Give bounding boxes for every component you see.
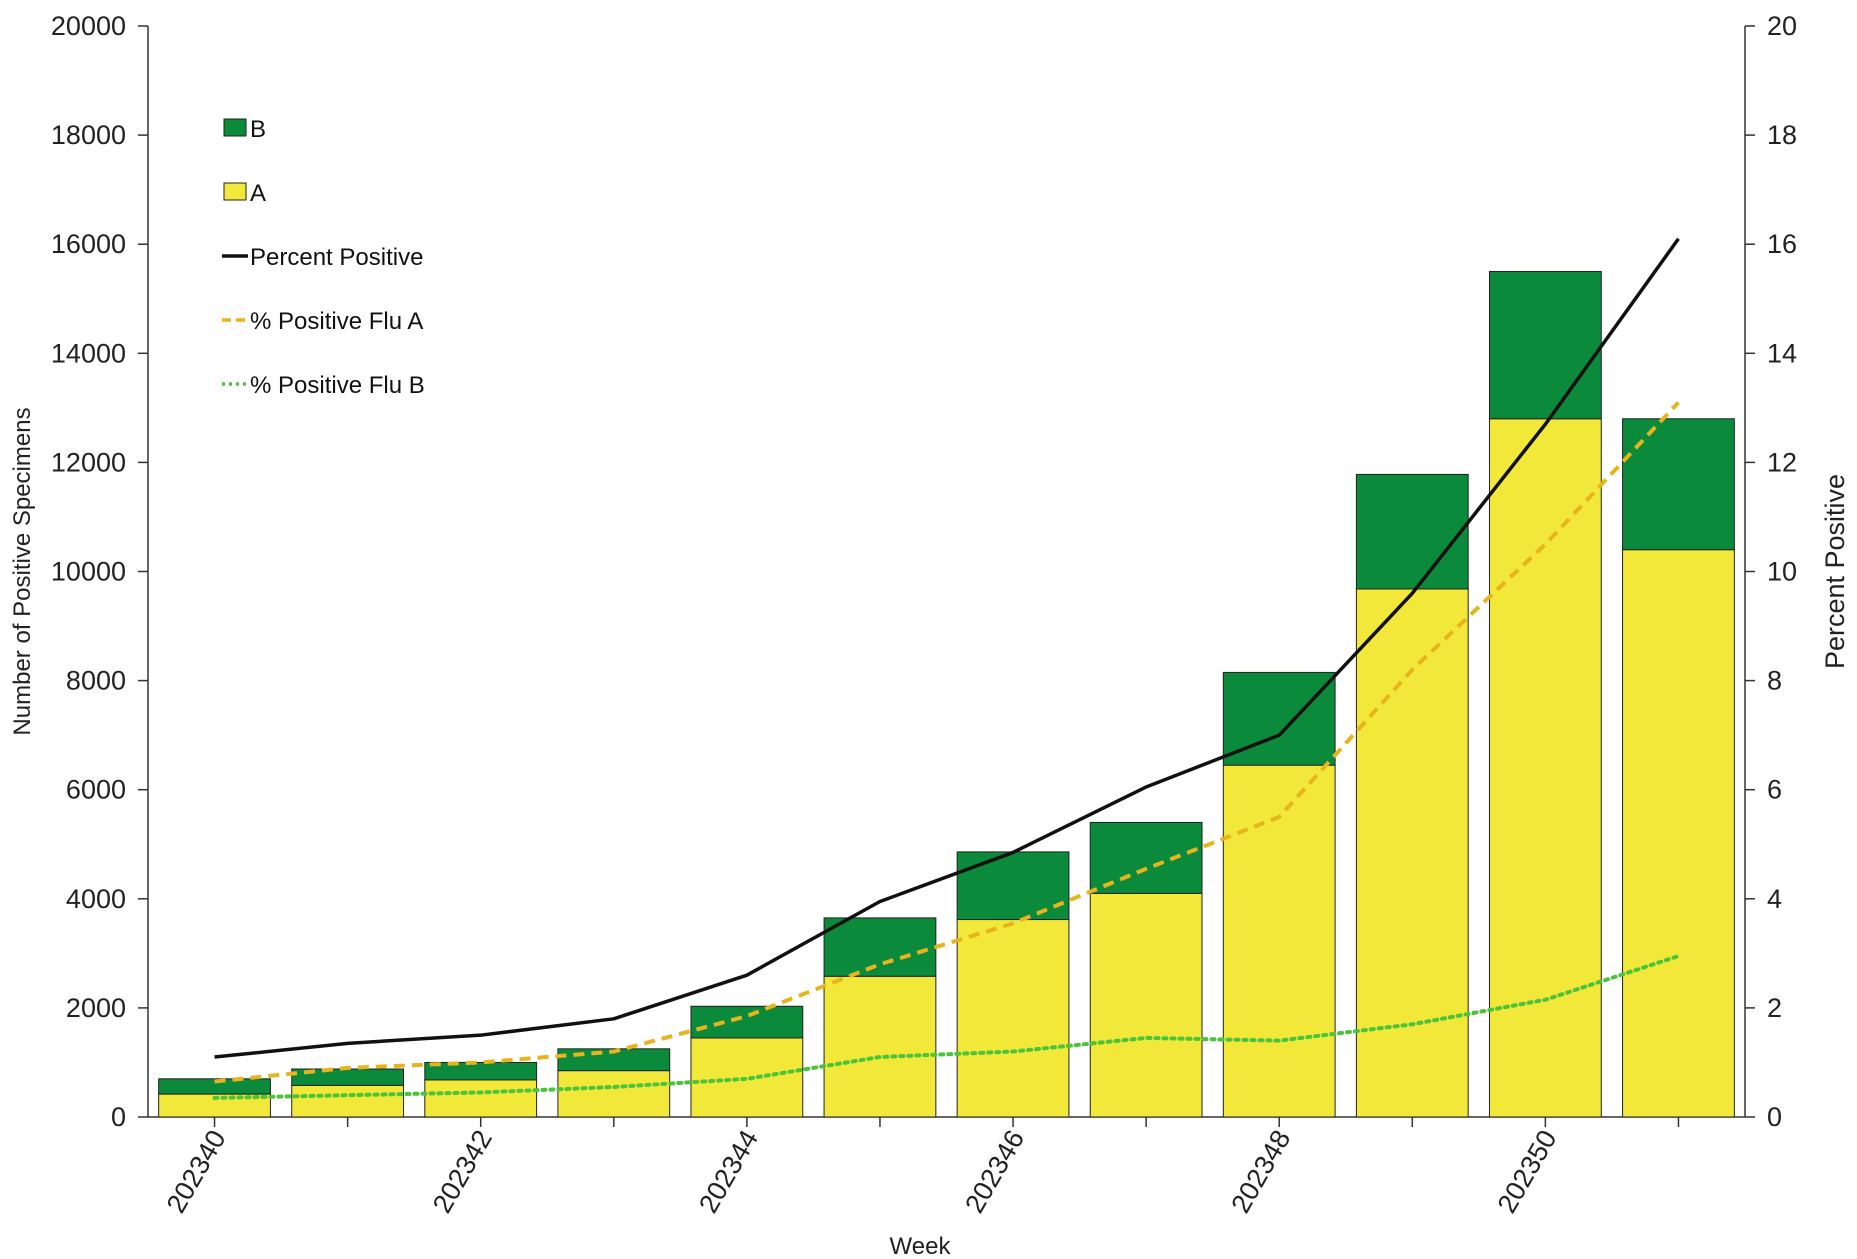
y2-tick-label: 4 bbox=[1767, 884, 1782, 914]
x-tick-label: 202348 bbox=[1225, 1125, 1296, 1218]
legend: B A Percent Positive % Positive Flu A % Posi… bbox=[222, 116, 425, 399]
y2-tick-label: 10 bbox=[1767, 557, 1797, 587]
y2-tick-label: 14 bbox=[1767, 338, 1797, 368]
legend-item: A bbox=[223, 180, 266, 207]
legend-item: Percent Positive bbox=[222, 244, 423, 271]
line-positive-flu-b bbox=[212, 954, 1681, 1100]
line-series-group bbox=[212, 237, 1681, 1100]
y-axis-title: Number of Positive Specimens bbox=[9, 407, 36, 735]
bar-b bbox=[1089, 821, 1203, 894]
legend-swatch bbox=[223, 182, 247, 201]
bar-b bbox=[823, 917, 937, 977]
y-tick-label: 8000 bbox=[66, 666, 126, 696]
bar-b bbox=[424, 1061, 538, 1081]
bar-a bbox=[424, 1079, 538, 1118]
x-tick-label: 202340 bbox=[161, 1125, 232, 1218]
y-tick-label: 2000 bbox=[66, 993, 126, 1023]
bar-b bbox=[1488, 270, 1602, 420]
y-tick-label: 18000 bbox=[51, 120, 126, 150]
bar-b bbox=[690, 1005, 804, 1039]
line-positive-flu-a bbox=[214, 401, 1680, 1084]
legend-label: A bbox=[250, 180, 266, 207]
bar-a bbox=[1089, 892, 1203, 1118]
legend-swatch bbox=[223, 118, 247, 137]
y2-tick-label: 18 bbox=[1767, 120, 1797, 150]
axes bbox=[138, 25, 1755, 1127]
y-tick-label: 20000 bbox=[51, 11, 126, 41]
y2-tick-label: 6 bbox=[1767, 775, 1782, 805]
y-tick-label: 12000 bbox=[51, 447, 126, 477]
bar-a bbox=[557, 1070, 671, 1118]
bar-series-group bbox=[158, 270, 1735, 1118]
y2-tick-label: 0 bbox=[1767, 1102, 1782, 1132]
bar-b bbox=[1622, 418, 1735, 551]
y-tick-label: 14000 bbox=[51, 338, 126, 368]
y-tick-label: 10000 bbox=[51, 557, 126, 587]
x-tick-label: 202344 bbox=[693, 1125, 764, 1218]
legend-label: % Positive Flu B bbox=[250, 372, 425, 399]
x-axis-title: Week bbox=[890, 1233, 952, 1259]
legend-item: % Positive Flu B bbox=[222, 372, 425, 399]
legend-item: B bbox=[223, 116, 266, 143]
bar-a bbox=[956, 919, 1070, 1118]
bar-a bbox=[1622, 549, 1735, 1118]
bar-b bbox=[1355, 473, 1469, 590]
legend-label: % Positive Flu A bbox=[250, 308, 423, 335]
y-tick-label: 16000 bbox=[51, 229, 126, 259]
bar-b bbox=[158, 1078, 271, 1095]
legend-item: % Positive Flu A bbox=[222, 308, 423, 335]
x-tick-label: 202346 bbox=[959, 1125, 1030, 1218]
y2-tick-label: 20 bbox=[1767, 11, 1797, 41]
x-tick-label: 202342 bbox=[427, 1125, 498, 1218]
x-tick-label: 202350 bbox=[1492, 1125, 1563, 1218]
y-tick-label: 6000 bbox=[66, 775, 126, 805]
legend-label: B bbox=[250, 116, 266, 143]
y2-tick-label: 16 bbox=[1767, 229, 1797, 259]
bar-a bbox=[1488, 418, 1602, 1118]
legend-label: Percent Positive bbox=[250, 244, 423, 271]
line-percent-positive bbox=[214, 237, 1680, 1059]
y-tick-label: 0 bbox=[111, 1102, 126, 1132]
bar-b bbox=[557, 1048, 671, 1072]
bar-a bbox=[1222, 764, 1336, 1118]
bar-b bbox=[956, 851, 1070, 921]
y2-tick-label: 8 bbox=[1767, 666, 1782, 696]
y2-axis-title: Percent Positive bbox=[1820, 474, 1850, 669]
y2-tick-label: 12 bbox=[1767, 447, 1797, 477]
y-tick-label: 4000 bbox=[66, 884, 126, 914]
bar-a bbox=[823, 975, 937, 1118]
y2-tick-label: 2 bbox=[1767, 993, 1782, 1023]
bar-a bbox=[291, 1084, 405, 1118]
bar-a bbox=[690, 1037, 804, 1118]
